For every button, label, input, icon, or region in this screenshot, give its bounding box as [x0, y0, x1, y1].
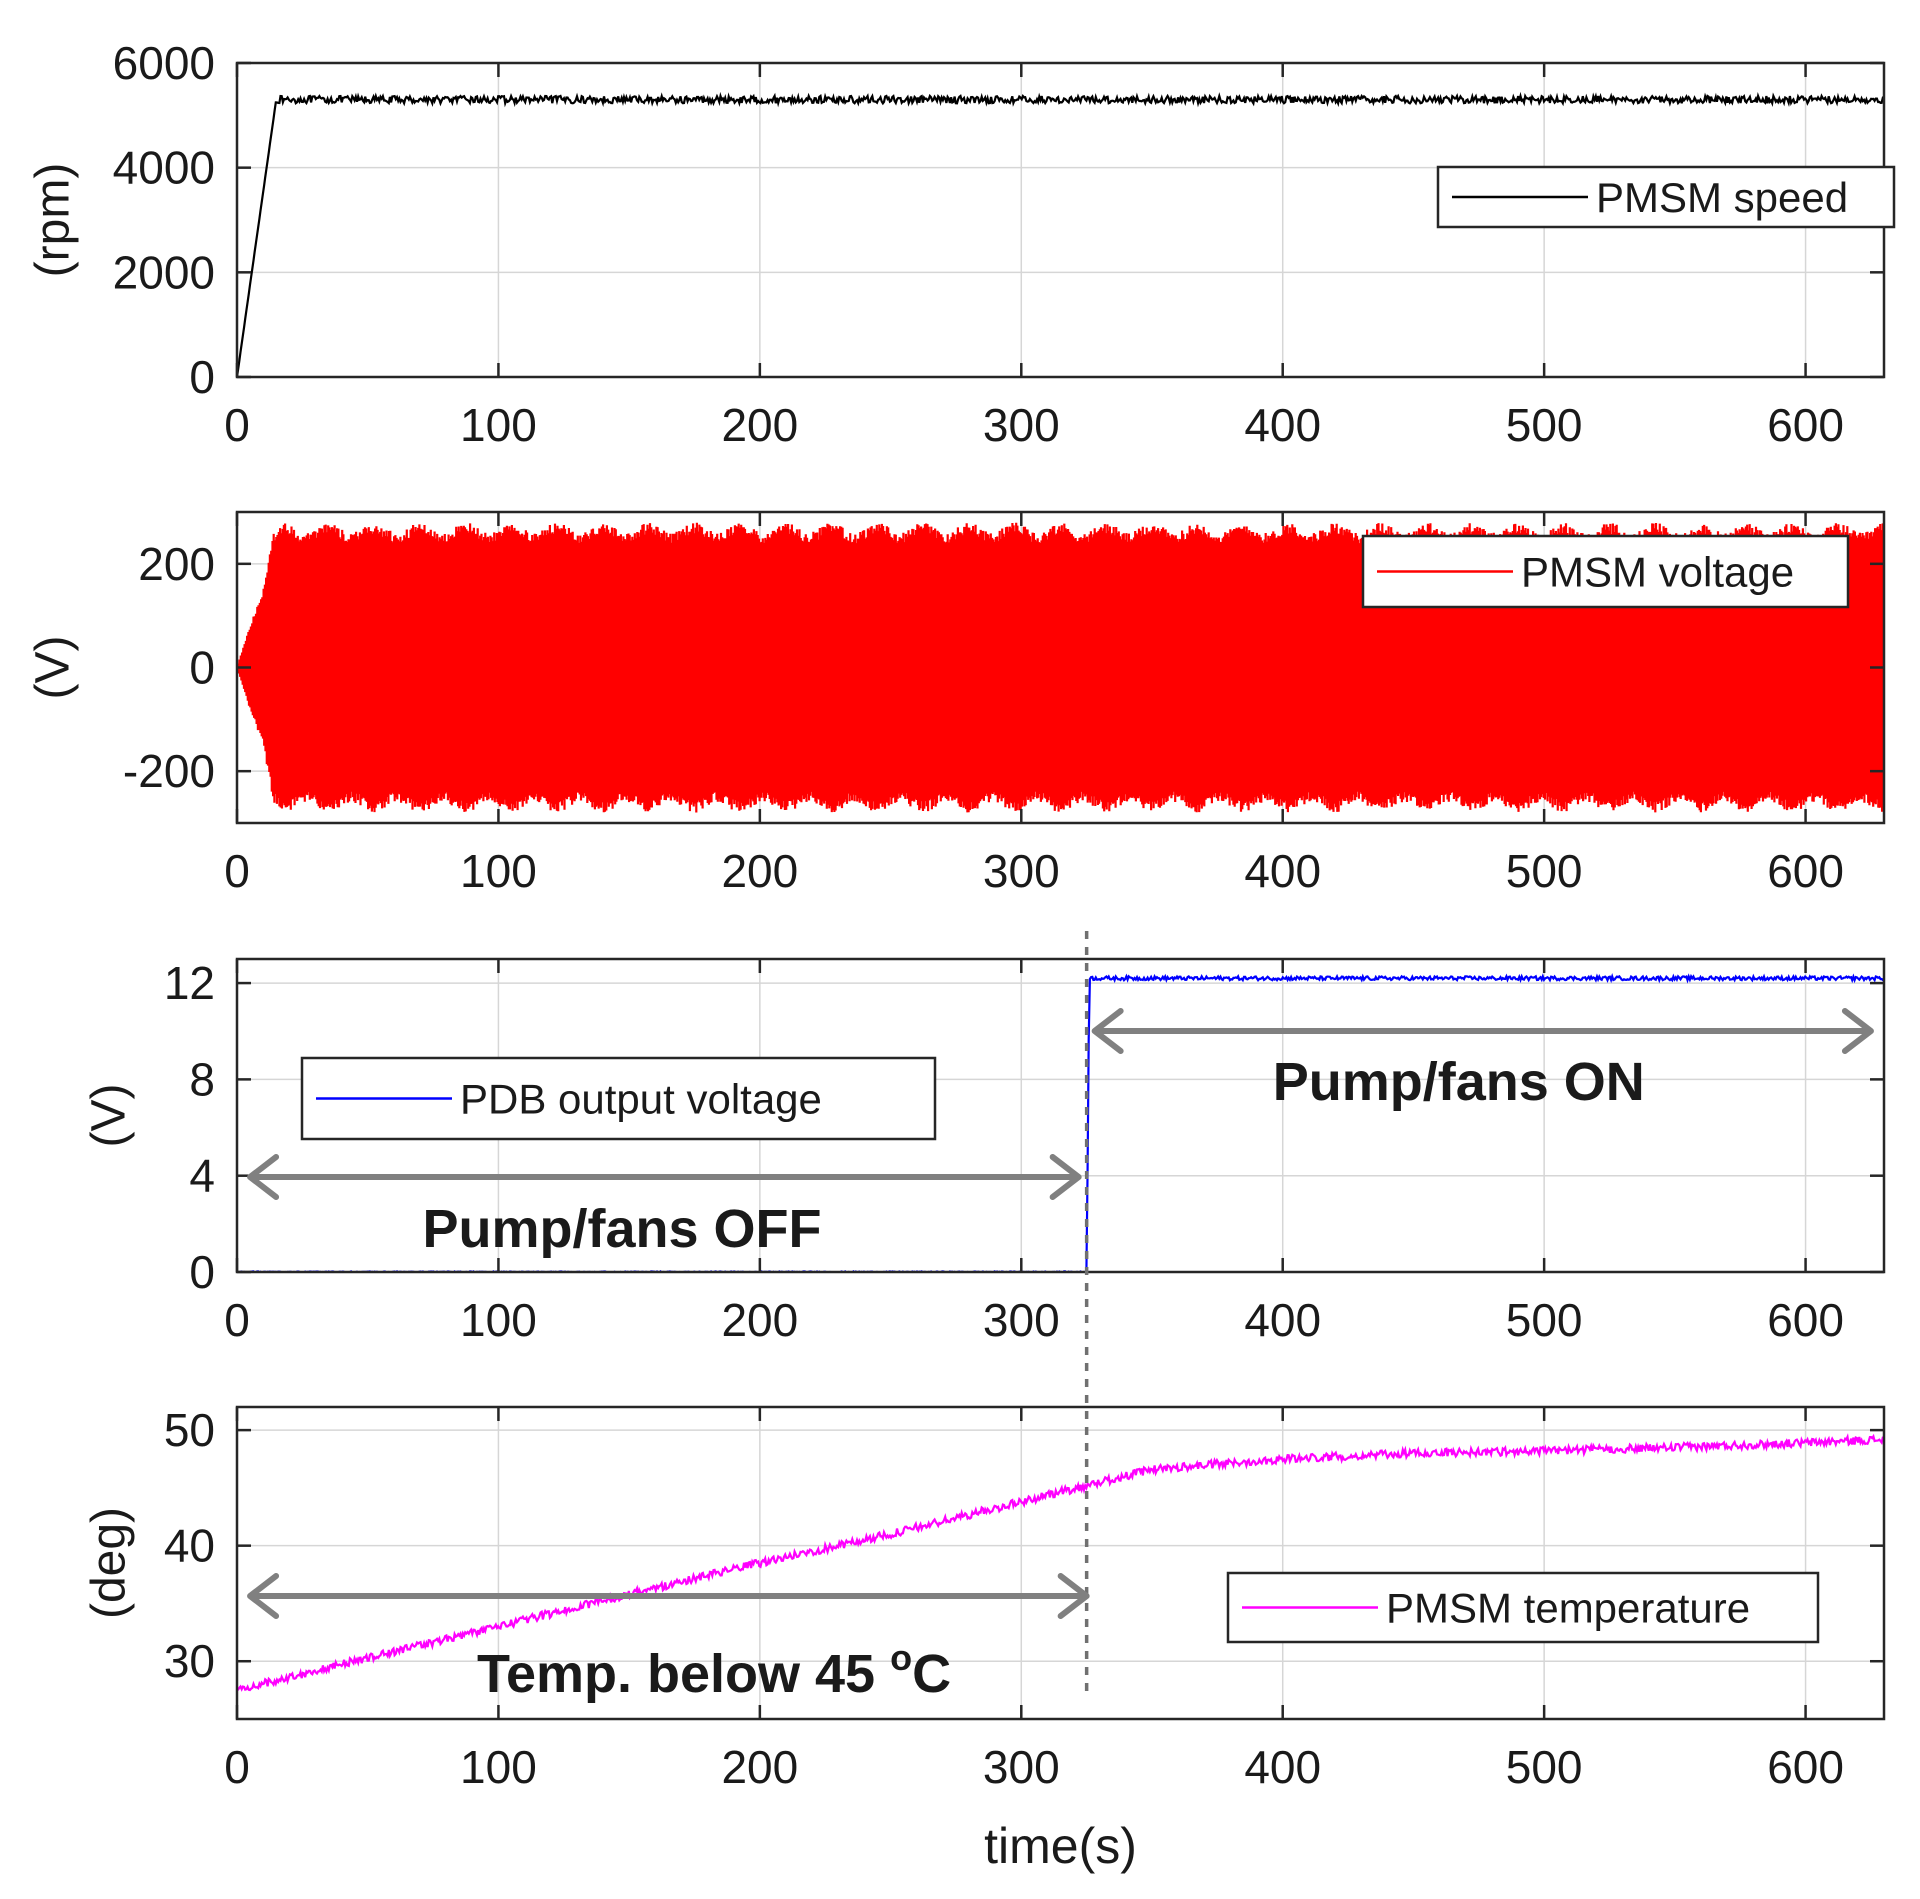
temp-below-arrow: [247, 1573, 1090, 1619]
speed-y-axis-label: (rpm): [27, 163, 80, 278]
x-tick-label: 0: [224, 845, 250, 897]
y-tick-label: 0: [189, 1246, 215, 1298]
speed-legend: PMSM speed: [1436, 165, 1896, 229]
y-tick-label: 2000: [113, 246, 215, 298]
pdb-legend: PDB output voltage: [300, 1056, 937, 1141]
x-tick-label: 100: [460, 845, 537, 897]
x-tick-label: 600: [1767, 1294, 1844, 1346]
x-tick-label: 400: [1244, 1294, 1321, 1346]
x-tick-label: 600: [1767, 845, 1844, 897]
temp-below-unit: C: [912, 1644, 951, 1704]
pump-on-arrow: [1091, 1008, 1874, 1054]
y-tick-label: 0: [189, 351, 215, 403]
y-tick-label: 50: [164, 1404, 215, 1456]
temp-series-line: [237, 1433, 1884, 1692]
y-tick-label: 6000: [113, 37, 215, 89]
y-tick-label: 30: [164, 1635, 215, 1687]
annotations: Pump/fans ON Pump/fans OFF Temp. below 4…: [247, 931, 1874, 1704]
y-tick-label: 0: [189, 642, 215, 694]
x-tick-label: 100: [460, 1741, 537, 1793]
temp-y-axis-label: (deg): [83, 1507, 136, 1619]
x-tick-label: 0: [224, 1741, 250, 1793]
x-tick-label: 600: [1767, 1741, 1844, 1793]
x-tick-label: 100: [460, 399, 537, 451]
pump-off-arrow: [247, 1154, 1082, 1200]
x-tick-label: 500: [1506, 845, 1583, 897]
x-tick-label: 0: [224, 399, 250, 451]
x-tick-label: 500: [1506, 1294, 1583, 1346]
y-tick-label: -200: [123, 745, 215, 797]
legend-label: PMSM speed: [1596, 174, 1848, 221]
y-tick-label: 200: [138, 538, 215, 590]
x-tick-label: 500: [1506, 399, 1583, 451]
pdb-y-axis-label: (V): [83, 1084, 136, 1148]
y-tick-label: 8: [189, 1053, 215, 1105]
pdb-axes-frame: [235, 957, 1886, 1274]
temp-below-degree: o: [890, 1637, 912, 1678]
voltage-y-axis-label: (V): [27, 636, 80, 700]
x-tick-label: 200: [721, 845, 798, 897]
x-tick-label: 400: [1244, 1741, 1321, 1793]
x-tick-label: 0: [224, 1294, 250, 1346]
x-tick-label: 100: [460, 1294, 537, 1346]
legend-label: PMSM temperature: [1386, 1585, 1750, 1632]
pump-off-label: Pump/fans OFF: [422, 1199, 821, 1259]
x-tick-label: 300: [983, 1741, 1060, 1793]
temp-below-label: Temp. below 45 oC: [477, 1637, 951, 1704]
x-tick-label: 400: [1244, 399, 1321, 451]
voltage-series-line: [237, 522, 1884, 813]
x-tick-label: 300: [983, 1294, 1060, 1346]
x-tick-label: 300: [983, 399, 1060, 451]
y-tick-label: 4000: [113, 142, 215, 194]
pump-on-label: Pump/fans ON: [1273, 1052, 1645, 1112]
pdb-panel: 0 100 200 300 400 500 600 0 4 8 12 (V) PDB output vo…: [83, 957, 1886, 1346]
temp-below-main: Temp. below 45: [477, 1644, 890, 1704]
x-tick-label: 400: [1244, 845, 1321, 897]
x-tick-label: 500: [1506, 1741, 1583, 1793]
legend-label: PMSM voltage: [1521, 549, 1794, 596]
x-tick-label: 600: [1767, 399, 1844, 451]
x-tick-label: 300: [983, 845, 1060, 897]
x-axis-label: time(s): [984, 1818, 1137, 1874]
y-tick-label: 4: [189, 1150, 215, 1202]
voltage-legend: PMSM voltage: [1361, 534, 1850, 609]
x-tick-label: 200: [721, 1741, 798, 1793]
speed-series-line: [237, 91, 1884, 377]
x-tick-label: 200: [721, 399, 798, 451]
temp-axes-frame: [235, 1405, 1886, 1721]
y-tick-label: 12: [164, 957, 215, 1009]
temp-panel: 0 100 200 300 400 500 600 30 40 50 (deg) time(s) PMS…: [83, 1404, 1886, 1874]
x-tick-label: 200: [721, 1294, 798, 1346]
y-tick-label: 40: [164, 1520, 215, 1572]
legend-label: PDB output voltage: [460, 1076, 822, 1123]
temp-legend: PMSM temperature: [1226, 1571, 1820, 1644]
